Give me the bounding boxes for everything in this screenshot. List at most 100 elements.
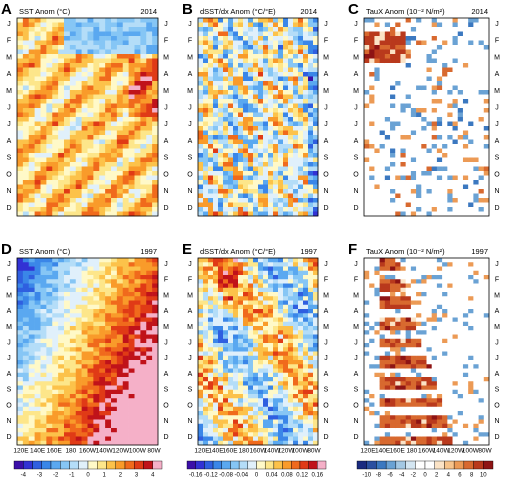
heatmap-cell — [288, 117, 294, 122]
heatmap-cell — [40, 300, 47, 306]
heatmap-cell — [462, 198, 469, 203]
heatmap-cell — [58, 139, 65, 145]
heatmap-cell — [431, 148, 438, 154]
month-label: J — [7, 121, 11, 128]
heatmap-cell — [40, 193, 47, 199]
heatmap-cell — [52, 364, 59, 369]
heatmap-cell — [313, 72, 319, 77]
heatmap-cell — [395, 54, 401, 59]
heatmap-cell — [395, 67, 401, 73]
heatmap-cell — [213, 126, 219, 131]
heatmap-cell — [116, 99, 124, 104]
heatmap-cell — [243, 153, 249, 158]
heatmap-cell — [468, 27, 474, 32]
heatmap-cell — [122, 372, 129, 378]
heatmap-cell — [473, 180, 479, 185]
month-label: O — [6, 402, 12, 409]
heatmap-cell — [64, 175, 71, 181]
heatmap-cell — [81, 72, 88, 77]
heatmap-cell — [208, 40, 214, 46]
heatmap-cell — [400, 90, 406, 95]
heatmap-cell — [462, 130, 469, 136]
heatmap-cell — [253, 54, 259, 59]
heatmap-cell — [198, 423, 204, 429]
heatmap-cell — [400, 94, 406, 100]
heatmap-cell — [483, 85, 490, 91]
heatmap-cell — [457, 130, 464, 136]
heatmap-cell — [75, 321, 82, 327]
heatmap-cell — [410, 166, 417, 172]
heatmap-cell — [431, 157, 438, 163]
month-label: D — [163, 434, 168, 441]
heatmap-cell — [298, 49, 304, 55]
heatmap-cell — [22, 63, 30, 68]
heatmap-cell — [436, 144, 443, 149]
heatmap-cell — [28, 360, 35, 365]
heatmap-cell — [288, 184, 294, 190]
heatmap-cell — [258, 385, 264, 391]
heatmap-cell — [218, 81, 224, 86]
heatmap-cell — [46, 347, 53, 352]
heatmap-cell — [395, 18, 401, 23]
heatmap-cell — [58, 338, 65, 344]
heatmap-cell — [308, 108, 314, 113]
heatmap-cell — [34, 36, 41, 41]
heatmap-cell — [238, 76, 244, 82]
heatmap-cell — [128, 103, 135, 109]
heatmap-cell — [473, 211, 479, 217]
heatmap-cell — [40, 121, 47, 127]
heatmap-cell — [248, 189, 254, 194]
heatmap-cell — [379, 49, 386, 55]
heatmap-cell — [22, 139, 30, 145]
month-label: D — [353, 205, 358, 212]
heatmap-cell — [146, 198, 153, 203]
heatmap-cell — [87, 258, 94, 263]
heatmap-cell — [405, 166, 412, 172]
heatmap-cell — [268, 175, 274, 181]
heatmap-cell — [99, 406, 106, 412]
heatmap-cell — [140, 81, 147, 86]
heatmap-cell — [46, 121, 53, 127]
heatmap-cell — [198, 364, 204, 369]
heatmap-cell — [223, 153, 229, 158]
heatmap-cell — [152, 381, 159, 386]
heatmap-cell — [64, 198, 71, 203]
month-label: A — [495, 71, 500, 78]
heatmap-cell — [69, 31, 77, 37]
heatmap-cell — [384, 27, 391, 32]
heatmap-cell — [146, 317, 153, 323]
heatmap-cell — [69, 40, 77, 46]
heatmap-cell — [58, 423, 65, 429]
heatmap-cell — [233, 292, 239, 297]
heatmap-cell — [278, 27, 284, 32]
heatmap-cell — [452, 207, 459, 212]
heatmap-cell — [258, 49, 264, 55]
heatmap-cell — [93, 440, 100, 446]
heatmap-cell — [253, 49, 259, 55]
heatmap-cell — [298, 198, 304, 203]
heatmap-cell — [81, 313, 88, 318]
heatmap-cell — [116, 368, 124, 374]
heatmap-cell — [258, 153, 264, 158]
heatmap-cell — [87, 108, 94, 113]
heatmap-cell — [426, 171, 433, 176]
heatmap-cell — [303, 162, 309, 167]
heatmap-cell — [75, 130, 82, 136]
heatmap-cell — [364, 103, 370, 109]
heatmap-cell — [483, 40, 490, 46]
heatmap-cell — [99, 415, 106, 420]
month-label: J — [495, 121, 499, 128]
heatmap-cell — [105, 27, 112, 32]
heatmap-cell — [431, 81, 438, 86]
heatmap-cell — [208, 81, 214, 86]
heatmap-cell — [278, 171, 284, 176]
heatmap-cell — [81, 126, 88, 131]
heatmap-cell — [87, 292, 94, 297]
heatmap-cell — [390, 130, 396, 136]
heatmap-cell — [421, 171, 427, 176]
heatmap-cell — [468, 162, 474, 167]
heatmap-cell — [134, 162, 141, 167]
heatmap-cell — [452, 76, 459, 82]
heatmap-cell — [233, 166, 239, 172]
heatmap-cell — [288, 94, 294, 100]
